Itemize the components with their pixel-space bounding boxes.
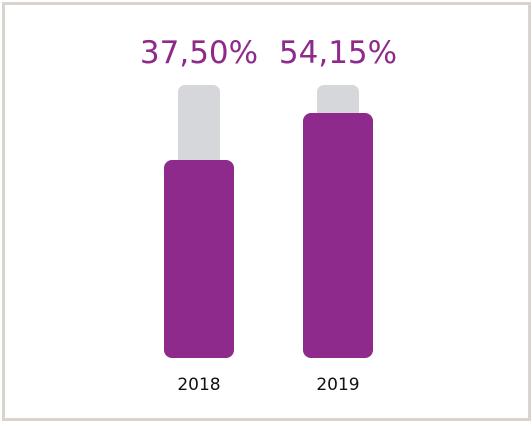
bar-2019 bbox=[303, 113, 373, 358]
tick-label-2018: 2018 bbox=[177, 375, 220, 395]
labels-group: 37,50% 2018 54,15% 2019 bbox=[140, 35, 397, 395]
value-label-2018: 37,50% bbox=[140, 35, 258, 71]
value-label-2019: 54,15% bbox=[279, 35, 397, 71]
bars-group bbox=[164, 85, 373, 358]
tick-label-2019: 2019 bbox=[316, 375, 359, 395]
bar-2018 bbox=[164, 160, 234, 358]
